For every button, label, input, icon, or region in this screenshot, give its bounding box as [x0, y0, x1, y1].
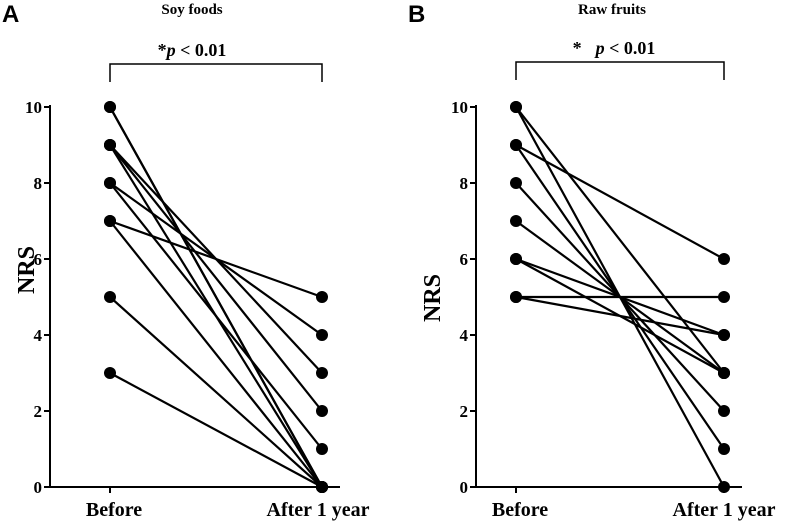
- panel-a-points: [104, 101, 328, 493]
- panel-a-subject-line: [109, 219, 323, 299]
- panel-a-before-point: [104, 291, 116, 303]
- panel-b-after-point: [718, 443, 730, 455]
- panel-b-subject-line: [515, 144, 725, 260]
- panel-a-before-point: [104, 367, 116, 379]
- panel-b-subject-line: [515, 295, 725, 337]
- panel-b-y-tick-label: 10: [451, 98, 468, 117]
- panel-b-before-point: [510, 215, 522, 227]
- panel-a-after-point: [316, 481, 328, 493]
- panel-b-after-point: [718, 405, 730, 417]
- panel-b-y-tick-label: 6: [460, 250, 469, 269]
- panel-a-significance-bracket: [109, 63, 323, 82]
- panel-b-axes: [470, 61, 742, 493]
- panel-b: B Raw fruits * p < 0.01 NRS 0 2 4 6 8 10 …: [408, 1, 776, 521]
- panel-b-before-point: [510, 101, 522, 113]
- panel-b-significance: * p < 0.01: [573, 38, 656, 58]
- panel-a-x-category-before: Before: [86, 499, 142, 521]
- panel-a: A Soy foods *p < 0.01 NRS 0 2 4 6 8 10 B…: [2, 1, 370, 521]
- panel-b-sig-text: < 0.01: [605, 38, 656, 58]
- panel-b-subject-line: [515, 106, 725, 374]
- panel-a-sig-text: < 0.01: [176, 40, 227, 60]
- panel-b-x-category-before: Before: [492, 499, 548, 521]
- panel-a-subject-line: [109, 106, 323, 488]
- panel-b-y-tick-label: 2: [460, 402, 469, 421]
- panel-b-after-point: [718, 253, 730, 265]
- panel-a-before-point: [104, 101, 116, 113]
- panel-b-before-point: [510, 253, 522, 265]
- panel-b-before-point: [510, 291, 522, 303]
- panel-a-y-tick-label: 6: [34, 250, 43, 269]
- panel-b-after-point: [718, 329, 730, 341]
- panel-a-after-point: [316, 405, 328, 417]
- panel-a-letter: A: [2, 1, 19, 28]
- panel-b-before-point: [510, 139, 522, 151]
- panel-b-y-tick-label: 0: [460, 478, 469, 497]
- panel-a-lines: [109, 106, 323, 488]
- panel-a-subject-line: [109, 144, 323, 412]
- panel-a-x-category-after: After 1 year: [267, 499, 370, 521]
- panel-b-y-tick-label: 4: [460, 326, 469, 345]
- panel-b-after-point: [718, 291, 730, 303]
- panel-a-sig-p: p: [165, 40, 176, 60]
- panel-b-y-axis-label: NRS: [420, 274, 446, 322]
- panel-a-after-point: [316, 443, 328, 455]
- panel-a-subject-line: [109, 296, 323, 488]
- panel-a-y-tick-label: 2: [34, 402, 43, 421]
- panel-a-subject-line: [109, 220, 323, 488]
- panel-b-sig-star: *: [573, 38, 582, 58]
- panel-a-before-point: [104, 215, 116, 227]
- panel-a-after-point: [316, 329, 328, 341]
- panel-a-y-tick-label: 10: [25, 98, 42, 117]
- panel-b-after-point: [718, 367, 730, 379]
- panel-b-letter: B: [408, 1, 425, 28]
- panel-a-title: Soy foods: [161, 2, 222, 18]
- panel-a-after-point: [316, 367, 328, 379]
- panel-a-significance: *p < 0.01: [158, 40, 227, 60]
- panel-a-subject-line: [109, 372, 323, 488]
- panel-a-y-tick-label: 8: [34, 174, 43, 193]
- panel-b-x-category-after: After 1 year: [673, 499, 776, 521]
- panel-b-significance-bracket: [515, 61, 725, 80]
- panel-a-y-axis-label: NRS: [14, 246, 40, 294]
- panel-a-subject-line: [109, 182, 323, 450]
- panel-b-y-tick-label: 8: [460, 174, 469, 193]
- panel-b-y-tick-labels: 0 2 4 6 8 10: [451, 98, 469, 497]
- panel-a-before-point: [104, 177, 116, 189]
- panel-a-before-point: [104, 139, 116, 151]
- panel-b-before-point: [510, 177, 522, 189]
- panel-a-sig-star: *: [158, 40, 167, 60]
- panel-b-sig-p: p: [594, 38, 605, 58]
- panel-b-title: Raw fruits: [578, 2, 646, 18]
- panel-a-after-point: [316, 291, 328, 303]
- panel-b-after-point: [718, 481, 730, 493]
- panel-b-points: [510, 101, 730, 493]
- panel-a-y-tick-label: 4: [34, 326, 43, 345]
- panel-b-lines: [515, 106, 725, 488]
- panel-a-y-tick-labels: 0 2 4 6 8 10: [25, 98, 43, 497]
- panel-a-y-tick-label: 0: [34, 478, 43, 497]
